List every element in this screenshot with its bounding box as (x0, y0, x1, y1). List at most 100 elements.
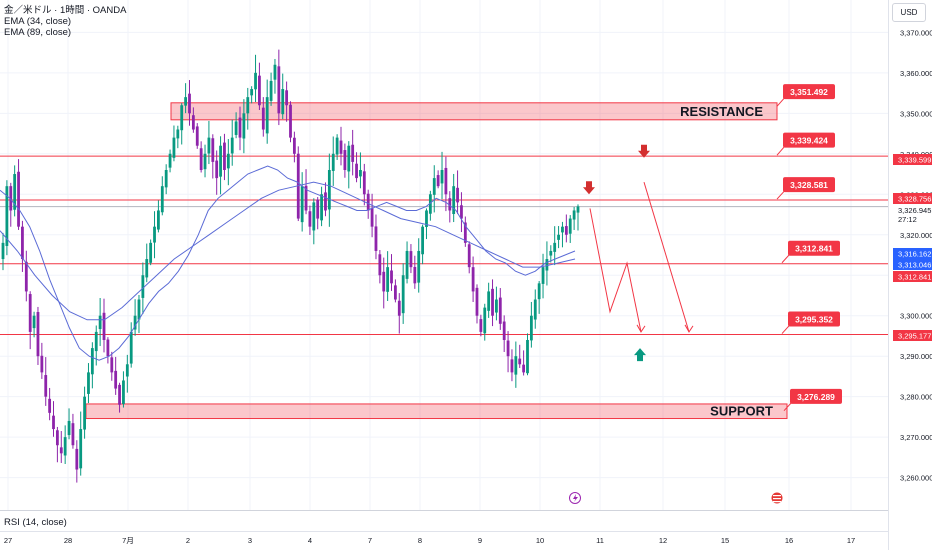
level-label-box (790, 388, 842, 404)
level-label-4: 3,295.352 (795, 315, 833, 325)
current-price-box (893, 205, 932, 224)
time-tick-label: 8 (418, 536, 422, 545)
candle-body (230, 137, 234, 154)
ema-89-label[interactable]: EMA (89, close) (4, 27, 72, 38)
candle-body (545, 259, 549, 271)
candle-body (440, 170, 444, 184)
candle-body (277, 66, 281, 114)
candle-body (242, 113, 246, 139)
candle-body (312, 202, 316, 231)
candle-body (561, 226, 564, 233)
candle-body (522, 364, 526, 373)
candle-body (378, 254, 382, 276)
event-icons[interactable] (569, 492, 783, 504)
time-tick-label: 4 (308, 536, 312, 545)
candle-body (44, 375, 48, 397)
candle-body (483, 307, 487, 334)
candle-body (452, 186, 456, 215)
time-axis[interactable]: 27 28 7月 2 3 4 7 8 9 10 11 12 15 16 17 (0, 531, 888, 546)
candle-body (5, 186, 9, 246)
price-tag-box (893, 271, 932, 282)
candle-body (335, 137, 339, 155)
price-axis[interactable]: 3,260.000 3,270.000 3,280.000 3,290.000 3,30… (888, 0, 932, 550)
candle-body (390, 270, 393, 284)
sell-arrow (583, 181, 595, 195)
projection-path (589, 181, 694, 333)
candle-body (456, 187, 459, 203)
candle-body (188, 93, 191, 114)
candle-body (327, 170, 331, 210)
candle-body (184, 97, 188, 106)
time-tick-label: 9 (478, 536, 482, 545)
candle-body (568, 218, 572, 234)
price-tag-2: 3,316.162 (898, 250, 931, 259)
symbol-title[interactable]: 金／米ドル · 1時間 · OANDA (4, 5, 127, 16)
level-label-3: 3,312.841 (795, 244, 833, 254)
candle-body (576, 206, 580, 213)
candle-body (24, 261, 28, 292)
candle-body (347, 145, 351, 172)
candle-body (219, 145, 222, 177)
ema-34-label[interactable]: EMA (34, close) (4, 16, 72, 27)
candle-body (106, 339, 110, 357)
flag-stripe (773, 498, 781, 500)
candle-body (281, 89, 285, 115)
candle-body (355, 163, 358, 179)
rsi-label[interactable]: RSI (14, close) (4, 517, 67, 528)
candle-body (1, 242, 5, 260)
candle-body (339, 140, 343, 154)
candle-body (98, 315, 102, 330)
time-tick-label: 11 (596, 536, 604, 545)
candle-body (382, 271, 386, 292)
candle-body (448, 198, 452, 211)
candle-body (90, 348, 94, 375)
sr-zones: RESISTANCE SUPPORT (85, 102, 788, 420)
candle-body (386, 267, 390, 292)
price-tag-5: 3,295.177 (898, 332, 931, 341)
level-label-5: 3,276.289 (797, 392, 835, 402)
candle-body (40, 355, 44, 373)
candles (1, 49, 580, 483)
zone-label: RESISTANCE (680, 104, 763, 119)
time-tick-label: 12 (659, 536, 667, 545)
candle-body (479, 319, 483, 332)
sell-arrow (638, 144, 650, 158)
projection-drop (643, 181, 690, 333)
candle-body (351, 144, 355, 162)
ema-lines (0, 165, 576, 361)
candle-body (114, 370, 118, 389)
candle-body (308, 211, 312, 227)
candle-body (331, 153, 335, 171)
currency-button[interactable]: USD (892, 3, 926, 22)
candle-body (246, 97, 250, 114)
candle-body (17, 171, 20, 227)
candle-body (491, 288, 494, 316)
candle-body (425, 210, 428, 228)
candle-body (141, 275, 145, 298)
candle-body (83, 396, 86, 430)
candle-body (366, 193, 370, 211)
price-tag-box (893, 193, 932, 204)
candle-body (514, 356, 518, 375)
candle-body (28, 294, 32, 332)
flag-stripe (773, 501, 781, 503)
zone-resistance (170, 102, 778, 121)
candle-body (164, 170, 168, 188)
chart-legend: 金／米ドル · 1時間 · OANDA EMA (34, close) EMA … (4, 5, 126, 38)
candle-body (129, 331, 133, 364)
candle-body (362, 171, 366, 195)
candle-body (401, 275, 405, 314)
candle-body (498, 297, 502, 324)
candle-body (125, 364, 129, 377)
candle-body (234, 121, 238, 135)
candle-body (149, 242, 153, 263)
candle-body (59, 447, 63, 454)
candle-body (471, 267, 475, 292)
candle-body (223, 142, 226, 170)
level-label-box (783, 84, 835, 100)
level-label-box (788, 240, 840, 256)
projection-arrowhead (684, 324, 694, 333)
candle-body (393, 285, 397, 300)
price-tick-label: 3,270.000 (900, 433, 932, 442)
